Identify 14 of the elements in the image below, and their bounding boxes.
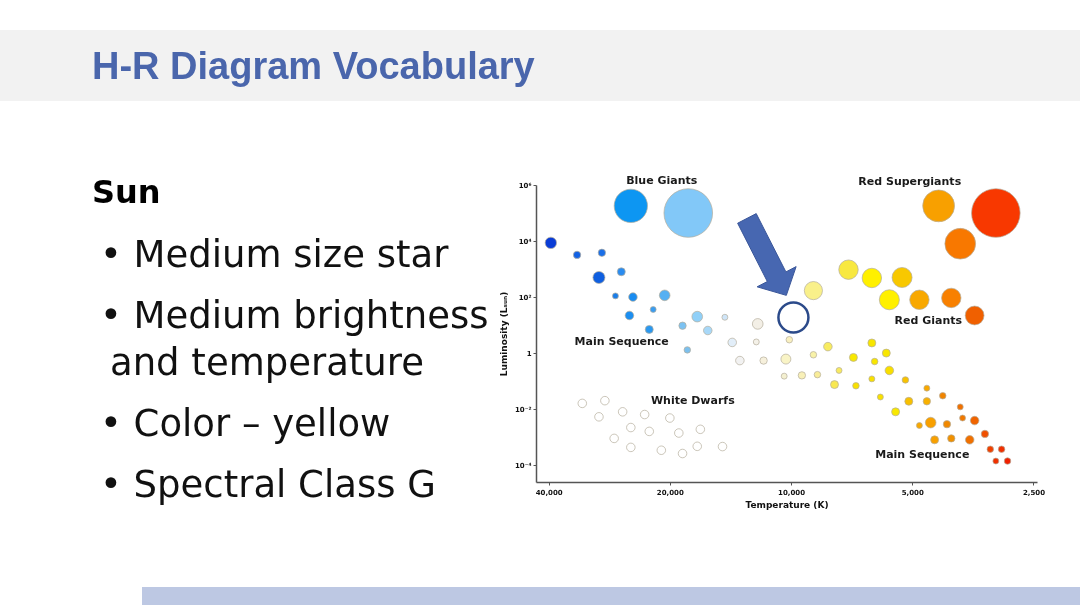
text: H-R Diagram Vocabulary xyxy=(92,45,535,87)
annotation: Main Sequence xyxy=(875,448,970,462)
annotation: White Dwarfs xyxy=(650,393,736,407)
text: Sun xyxy=(92,172,161,212)
annotation: Blue Giants xyxy=(626,173,698,187)
x-axis-title: Temperature (K) xyxy=(745,499,829,510)
annotation: Main Sequence xyxy=(574,334,669,348)
annotation: Red Giants xyxy=(894,314,963,328)
text: • Medium size star xyxy=(100,232,450,278)
y-axis-title: Luminosity (Lₛᵤₙ) xyxy=(499,291,509,377)
text: • Color – yellow xyxy=(100,401,392,447)
text: • Medium brightness and temperature xyxy=(100,293,490,386)
text: • Spectral Class G xyxy=(100,462,437,508)
annotation: Red Supergiants xyxy=(858,175,962,189)
